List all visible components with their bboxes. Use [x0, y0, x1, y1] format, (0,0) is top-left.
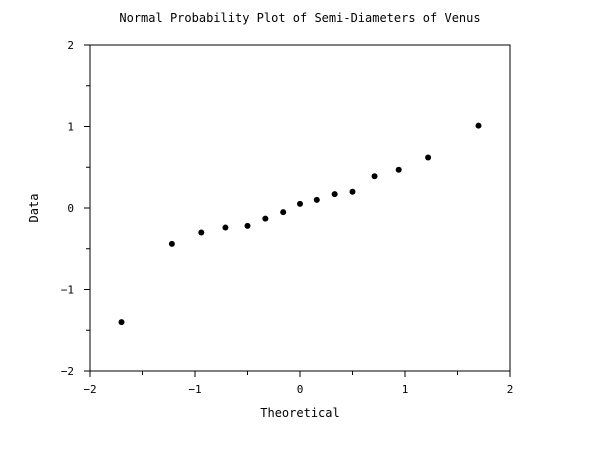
x-tick-label: −1	[188, 383, 201, 396]
data-point	[244, 222, 251, 229]
y-tick-label: 2	[67, 39, 74, 52]
plot-frame	[89, 44, 511, 372]
data-point	[331, 191, 338, 198]
x-tick-label: 0	[297, 383, 304, 396]
data-point	[168, 240, 175, 247]
data-point	[222, 224, 229, 231]
x-tick-label: −2	[83, 383, 96, 396]
y-tick-label: −2	[61, 365, 74, 378]
chart-title: Normal Probability Plot of Semi-Diameter…	[119, 11, 480, 25]
data-point	[371, 173, 378, 180]
x-tick-label: 1	[402, 383, 409, 396]
data-point	[280, 209, 287, 216]
data-point	[349, 188, 356, 195]
data-point	[425, 154, 432, 161]
data-point	[198, 229, 205, 236]
y-tick-label: 1	[67, 121, 74, 134]
data-point	[297, 200, 303, 207]
data-point	[118, 319, 125, 326]
data-point	[313, 196, 320, 203]
y-tick-label: 0	[67, 202, 74, 215]
x-axis: −2 −1 0 1 2	[83, 371, 513, 396]
data-point	[262, 215, 269, 222]
y-tick-label: −1	[61, 284, 74, 297]
data-point	[475, 122, 482, 129]
x-axis-label: Theoretical	[260, 406, 339, 420]
data-point	[395, 166, 402, 173]
data-points	[118, 122, 482, 326]
y-axis-label: Data	[27, 194, 41, 223]
x-tick-label: 2	[507, 383, 514, 396]
y-axis: −2 −1 0 1 2	[61, 39, 90, 378]
